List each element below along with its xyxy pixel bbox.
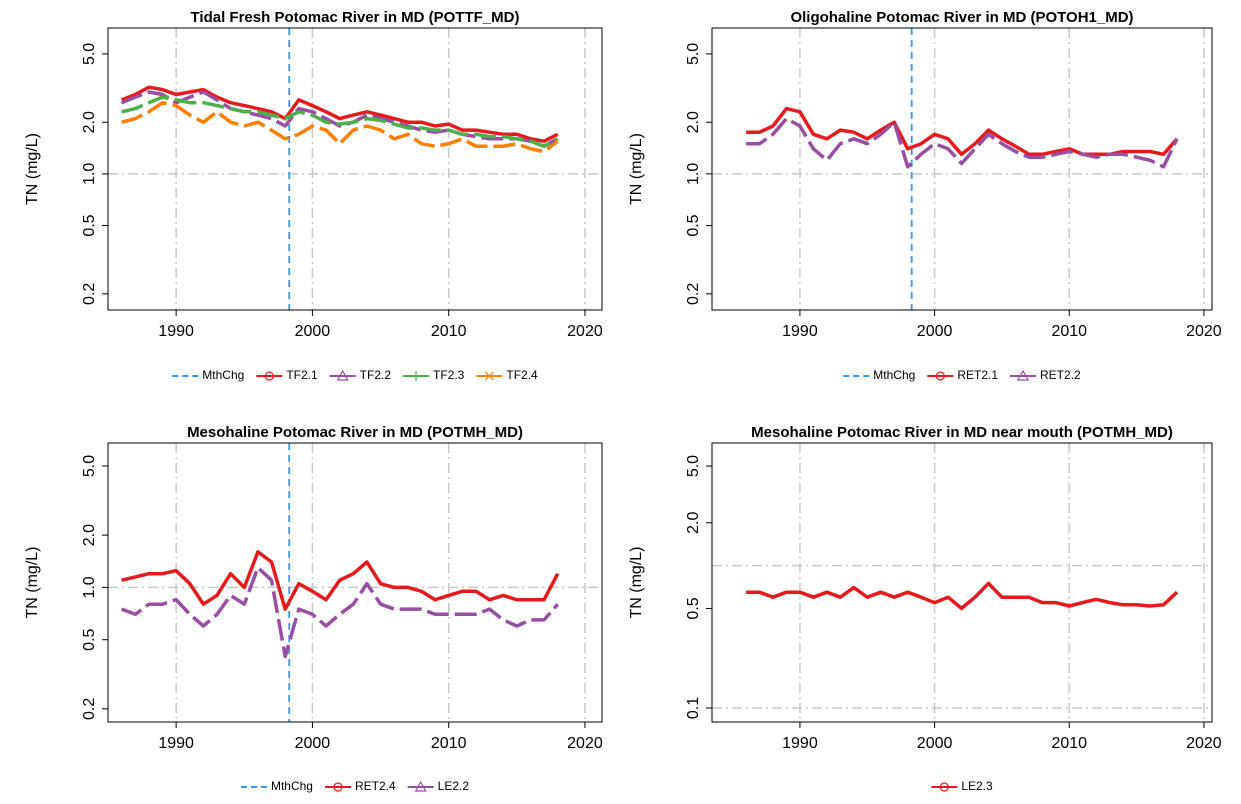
x-tick-label: 1990 — [158, 735, 194, 752]
x-tick-label: 2000 — [295, 735, 331, 752]
legend-item: TF2.1 — [256, 368, 318, 382]
legend-item: RET2.1 — [927, 368, 998, 382]
legend-item: MthChg — [843, 368, 915, 382]
legend-label: RET2.4 — [355, 779, 396, 793]
legend-label: LE2.3 — [961, 779, 993, 793]
y-tick-label: 0.1 — [685, 697, 702, 719]
x-tick-label: 1990 — [782, 323, 818, 340]
legend-item: RET2.4 — [324, 779, 396, 793]
x-tick-label: 2020 — [1186, 323, 1222, 340]
legend-label: TF2.1 — [286, 368, 318, 382]
legend-label: MthChg — [873, 368, 915, 382]
x-tick-label: 2020 — [567, 735, 603, 752]
y-tick-label: 1.0 — [81, 163, 98, 185]
series-line — [746, 581, 1179, 611]
legend-item: LE2.2 — [407, 779, 470, 793]
legend-item: MthChg — [172, 368, 244, 382]
y-tick-label: 0.5 — [81, 214, 98, 236]
chart-title: Mesohaline Potomac River in MD near mout… — [751, 424, 1173, 441]
x-tick-label: 2010 — [431, 323, 467, 340]
chart-title: Mesohaline Potomac River in MD (POTMH_MD… — [187, 424, 523, 441]
legend-marker — [264, 371, 274, 381]
legend-marker — [935, 371, 945, 381]
y-tick-label: 0.5 — [685, 214, 702, 236]
y-tick-label: 0.2 — [81, 698, 98, 720]
y-tick-label: 5.0 — [685, 43, 702, 65]
legend-label: RET2.2 — [1040, 368, 1081, 382]
legend-label: MthChg — [271, 779, 313, 793]
legend-label: TF2.4 — [506, 368, 538, 382]
y-tick-label: 0.5 — [685, 597, 702, 619]
x-tick-label: 2020 — [567, 323, 603, 340]
legend-marker — [336, 369, 349, 381]
series-line — [121, 95, 559, 148]
legend-label: TF2.3 — [433, 368, 465, 382]
plot-frame — [711, 442, 1213, 723]
x-tick-label: 1990 — [782, 735, 818, 752]
legend: MthChg RET2.4 LE2.2 — [240, 779, 470, 793]
x-tick-label: 2000 — [917, 323, 953, 340]
legend-label: RET2.1 — [957, 368, 998, 382]
y-tick-label: 5.0 — [81, 43, 98, 65]
series-line — [746, 116, 1179, 169]
y-axis-label: TN (mg/L) — [628, 547, 645, 619]
legend: MthChg RET2.1 RET2.2 — [843, 368, 1081, 382]
y-tick-label: 2.0 — [81, 111, 98, 133]
y-tick-label: 5.0 — [685, 455, 702, 477]
y-tick-label: 5.0 — [81, 455, 98, 477]
legend-label: LE2.2 — [438, 779, 470, 793]
legend-label: TF2.2 — [360, 368, 392, 382]
legend-marker — [1016, 369, 1030, 381]
legend-item: TF2.2 — [329, 368, 392, 382]
x-tick-label: 2000 — [295, 323, 331, 340]
plot-frame — [711, 27, 1213, 311]
series-line — [120, 85, 559, 143]
legend-item: TF2.4 — [476, 368, 538, 382]
y-tick-label: 2.0 — [685, 111, 702, 133]
x-tick-label: 2010 — [431, 735, 467, 752]
y-tick-label: 0.2 — [685, 283, 702, 305]
legend-marker — [414, 780, 427, 792]
series-line — [746, 106, 1179, 157]
legend-item: MthChg — [240, 779, 313, 793]
series-line — [120, 90, 559, 148]
y-tick-label: 1.0 — [685, 163, 702, 185]
legend-marker — [484, 371, 494, 381]
series-line — [121, 100, 559, 154]
x-tick-label: 2010 — [1051, 323, 1087, 340]
x-tick-label: 2000 — [917, 735, 953, 752]
y-tick-label: 0.5 — [81, 628, 98, 650]
y-axis-label: TN (mg/L) — [24, 547, 41, 619]
plot-frame — [107, 27, 603, 311]
legend-label: MthChg — [202, 368, 244, 382]
chart-title: Tidal Fresh Potomac River in MD (POTTF_M… — [191, 9, 520, 26]
legend-marker — [939, 782, 949, 792]
y-tick-label: 0.2 — [81, 283, 98, 305]
legend-item: LE2.3 — [931, 779, 993, 793]
x-tick-label: 2020 — [1186, 735, 1222, 752]
y-axis-label: TN (mg/L) — [628, 133, 645, 205]
legend-item: TF2.3 — [403, 368, 465, 382]
x-tick-label: 1990 — [158, 323, 194, 340]
chart-title: Oligohaline Potomac River in MD (POTOH1_… — [790, 9, 1133, 26]
y-tick-label: 2.0 — [685, 512, 702, 534]
legend-item: RET2.2 — [1010, 368, 1081, 382]
plot-frame — [107, 442, 603, 723]
legend: LE2.3 — [931, 779, 993, 793]
y-tick-label: 2.0 — [81, 524, 98, 546]
legend-marker — [333, 782, 343, 792]
legend: MthChg TF2.1 TF2.2 TF2.3 TF2.4 — [172, 368, 538, 382]
series-line — [121, 550, 560, 611]
series-line — [120, 565, 560, 659]
y-tick-label: 1.0 — [81, 576, 98, 598]
y-axis-label: TN (mg/L) — [24, 133, 41, 205]
x-tick-label: 2010 — [1051, 735, 1087, 752]
legend-marker — [411, 371, 422, 381]
